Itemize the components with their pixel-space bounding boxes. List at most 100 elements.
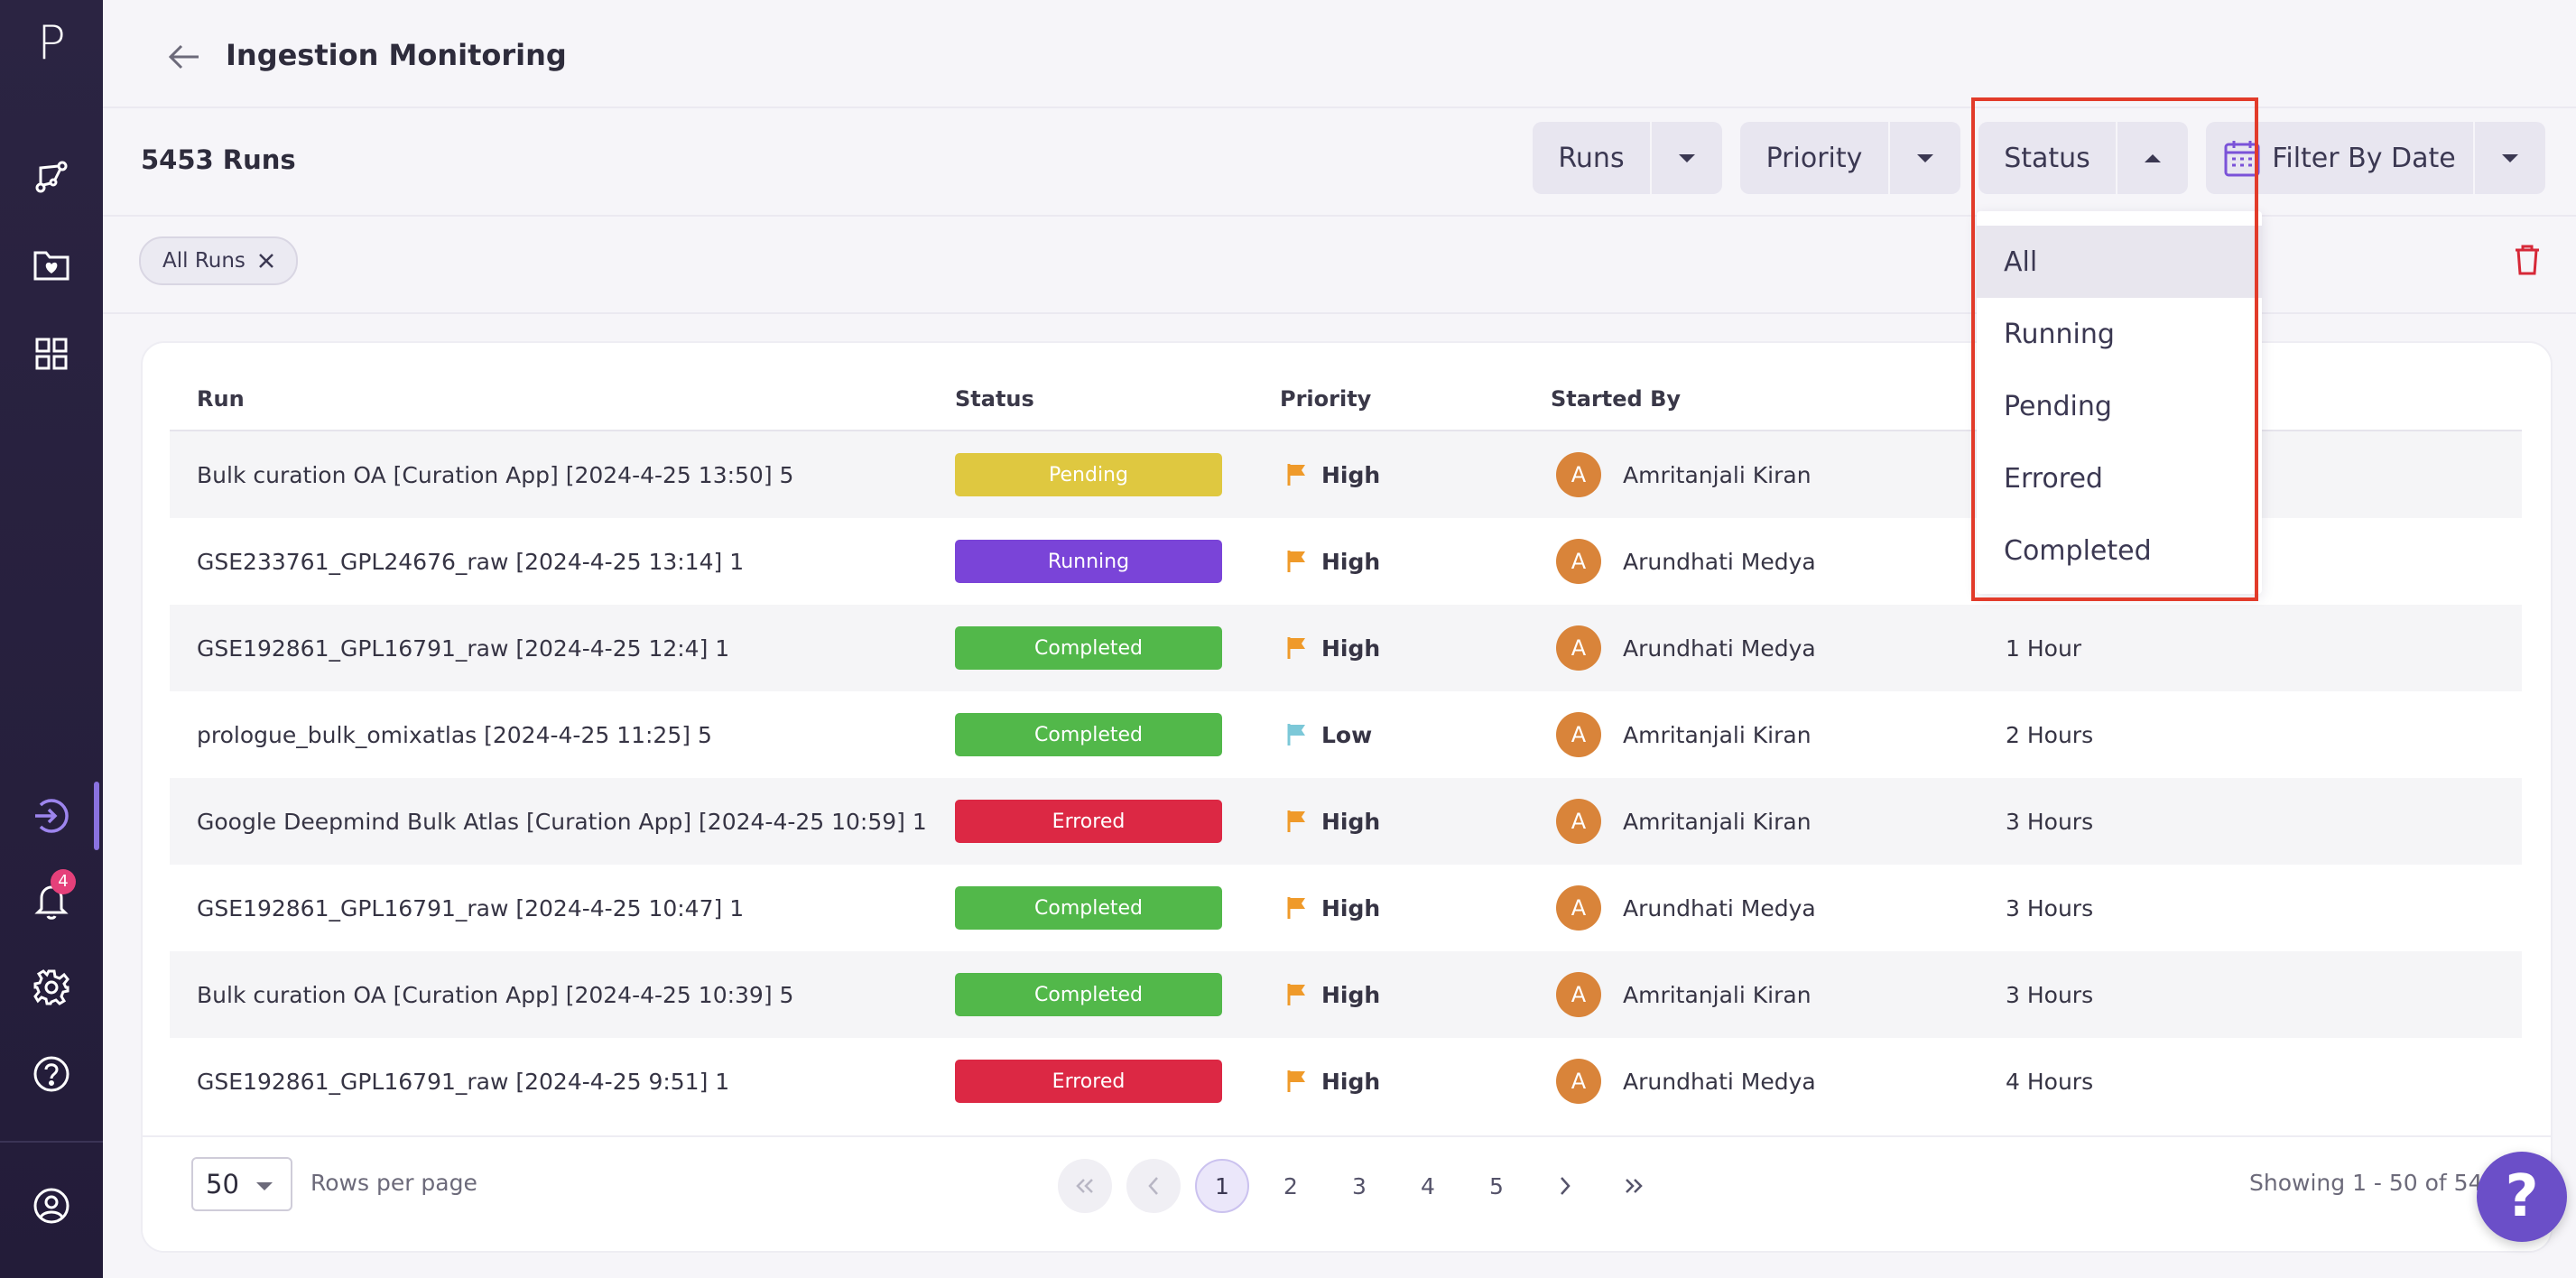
runs-filter-label[interactable]: Runs (1558, 142, 1625, 174)
date-filter-label[interactable]: Filter By Date (2272, 142, 2456, 174)
table-row[interactable]: Bulk curation OA [Curation App] [2024-4-… (170, 951, 2522, 1038)
flag-icon (1287, 724, 1305, 746)
grid-icon[interactable] (24, 327, 79, 381)
priority-filter-toggle[interactable] (1888, 122, 1960, 194)
priority-cell: High (1287, 778, 1380, 865)
status-cell: Errored (955, 778, 1222, 865)
back-button[interactable] (157, 34, 211, 79)
rows-per-page-select[interactable]: 50 (191, 1157, 292, 1211)
help-circle-icon[interactable] (24, 1047, 79, 1101)
status-filter-toggle[interactable] (2116, 122, 2188, 194)
column-header-started-by[interactable]: Started By (1551, 386, 1682, 412)
chevron-down-icon (2502, 153, 2518, 162)
started-by-cell: A Amritanjali Kiran (1556, 691, 1812, 778)
avatar: A (1556, 885, 1601, 931)
runs-filter[interactable]: Runs (1533, 122, 1722, 194)
table-row[interactable]: prologue_bulk_omixatlas [2024-4-25 11:25… (170, 691, 2522, 778)
page-button-3[interactable]: 3 (1352, 1172, 1367, 1199)
table-row[interactable]: GSE192861_GPL16791_raw [2024-4-25 10:47]… (170, 865, 2522, 951)
priority-label: High (1321, 894, 1381, 921)
avatar: A (1556, 1059, 1601, 1104)
started-by-cell: A Arundhati Medya (1556, 518, 1816, 605)
flag-icon (1287, 897, 1305, 919)
started-by-name: Amritanjali Kiran (1623, 461, 1812, 488)
column-header-status[interactable]: Status (955, 386, 1034, 412)
sidebar: P 4 (0, 0, 103, 1278)
prev-page-button[interactable] (1126, 1159, 1181, 1213)
date-filter-label-wrap[interactable]: Filter By Date (2206, 122, 2473, 194)
status-option-pending[interactable]: Pending (2004, 390, 2112, 422)
user-profile-icon[interactable] (24, 1179, 79, 1233)
priority-cell: High (1287, 951, 1380, 1038)
table-row[interactable]: GSE233761_GPL24676_raw [2024-4-25 13:14]… (170, 518, 2522, 605)
flag-icon (1287, 637, 1305, 659)
priority-cell: High (1287, 605, 1380, 691)
run-name[interactable]: Google Deepmind Bulk Atlas [Curation App… (197, 808, 927, 835)
column-header-run[interactable]: Run (197, 386, 245, 412)
run-name[interactable]: prologue_bulk_omixatlas [2024-4-25 11:25… (197, 721, 712, 748)
priority-filter-label[interactable]: Priority (1765, 142, 1863, 174)
avatar: A (1556, 972, 1601, 1017)
filter-chip[interactable]: All Runs (139, 236, 298, 285)
started-by-name: Arundhati Medya (1623, 1068, 1816, 1095)
ingestion-icon[interactable] (24, 789, 79, 843)
run-name[interactable]: GSE192861_GPL16791_raw [2024-4-25 12:4] … (197, 634, 730, 662)
started-by-name: Arundhati Medya (1623, 548, 1816, 575)
priority-cell: High (1287, 865, 1380, 951)
page-button-1[interactable]: 1 (1195, 1159, 1249, 1213)
column-header-priority[interactable]: Priority (1280, 386, 1372, 412)
run-name[interactable]: GSE192861_GPL16791_raw [2024-4-25 9:51] … (197, 1068, 730, 1095)
page-button-4[interactable]: 4 (1421, 1172, 1435, 1199)
help-button[interactable]: ? (2477, 1152, 2567, 1242)
status-filter-label[interactable]: Status (2004, 142, 2090, 174)
app-logo[interactable]: P (37, 16, 66, 70)
first-page-button[interactable] (1058, 1159, 1112, 1213)
status-option-running[interactable]: Running (2004, 318, 2115, 350)
status-option-errored[interactable]: Errored (2004, 462, 2103, 495)
gear-icon[interactable] (24, 960, 79, 1014)
last-page-button[interactable] (1607, 1159, 1661, 1213)
close-icon[interactable] (258, 253, 274, 269)
priority-cell: High (1287, 1038, 1380, 1125)
table-row[interactable]: GSE192861_GPL16791_raw [2024-4-25 12:4] … (170, 605, 2522, 691)
active-filters-row: All Runs (103, 217, 2576, 314)
flag-icon (1287, 810, 1305, 832)
status-cell: Completed (955, 691, 1222, 778)
status-filter[interactable]: Status (1978, 122, 2188, 194)
chevron-right-icon (1561, 1177, 1571, 1195)
status-badge: Errored (955, 800, 1222, 843)
table-row[interactable]: Google Deepmind Bulk Atlas [Curation App… (170, 778, 2522, 865)
filter-chip-label: All Runs (162, 249, 246, 273)
priority-label: High (1321, 1068, 1381, 1095)
status-option-completed[interactable]: Completed (2004, 534, 2152, 567)
run-name[interactable]: Bulk curation OA [Curation App] [2024-4-… (197, 981, 794, 1008)
duration: 2 Hours (2006, 721, 2094, 748)
run-name[interactable]: GSE233761_GPL24676_raw [2024-4-25 13:14]… (197, 548, 745, 575)
flag-icon (1287, 551, 1305, 572)
table-row[interactable]: GSE192861_GPL16791_raw [2024-4-25 9:51] … (170, 1038, 2522, 1125)
page-title: Ingestion Monitoring (226, 38, 567, 72)
priority-label: High (1321, 461, 1381, 488)
page-button-5[interactable]: 5 (1489, 1172, 1504, 1199)
run-name[interactable]: Bulk curation OA [Curation App] [2024-4-… (197, 461, 794, 488)
status-badge: Errored (955, 1060, 1222, 1103)
chevron-down-icon (1679, 153, 1695, 162)
pipeline-icon[interactable] (24, 150, 79, 204)
run-name[interactable]: GSE192861_GPL16791_raw [2024-4-25 10:47]… (197, 894, 745, 921)
status-cell: Completed (955, 605, 1222, 691)
date-filter-toggle[interactable] (2473, 122, 2545, 194)
chevron-down-icon (1917, 153, 1933, 162)
priority-label: Low (1321, 721, 1373, 748)
status-badge: Completed (955, 973, 1222, 1016)
priority-cell: High (1287, 431, 1380, 518)
priority-label: High (1321, 808, 1381, 835)
priority-filter[interactable]: Priority (1740, 122, 1960, 194)
calendar-icon (2224, 141, 2260, 177)
page-button-2[interactable]: 2 (1283, 1172, 1298, 1199)
runs-filter-toggle[interactable] (1650, 122, 1722, 194)
clear-filters-button[interactable] (2509, 240, 2545, 280)
date-filter[interactable]: Filter By Date (2206, 122, 2545, 194)
next-page-button[interactable] (1538, 1159, 1592, 1213)
status-option-all[interactable]: All (1977, 226, 2262, 298)
folder-heart-icon[interactable] (24, 238, 79, 292)
